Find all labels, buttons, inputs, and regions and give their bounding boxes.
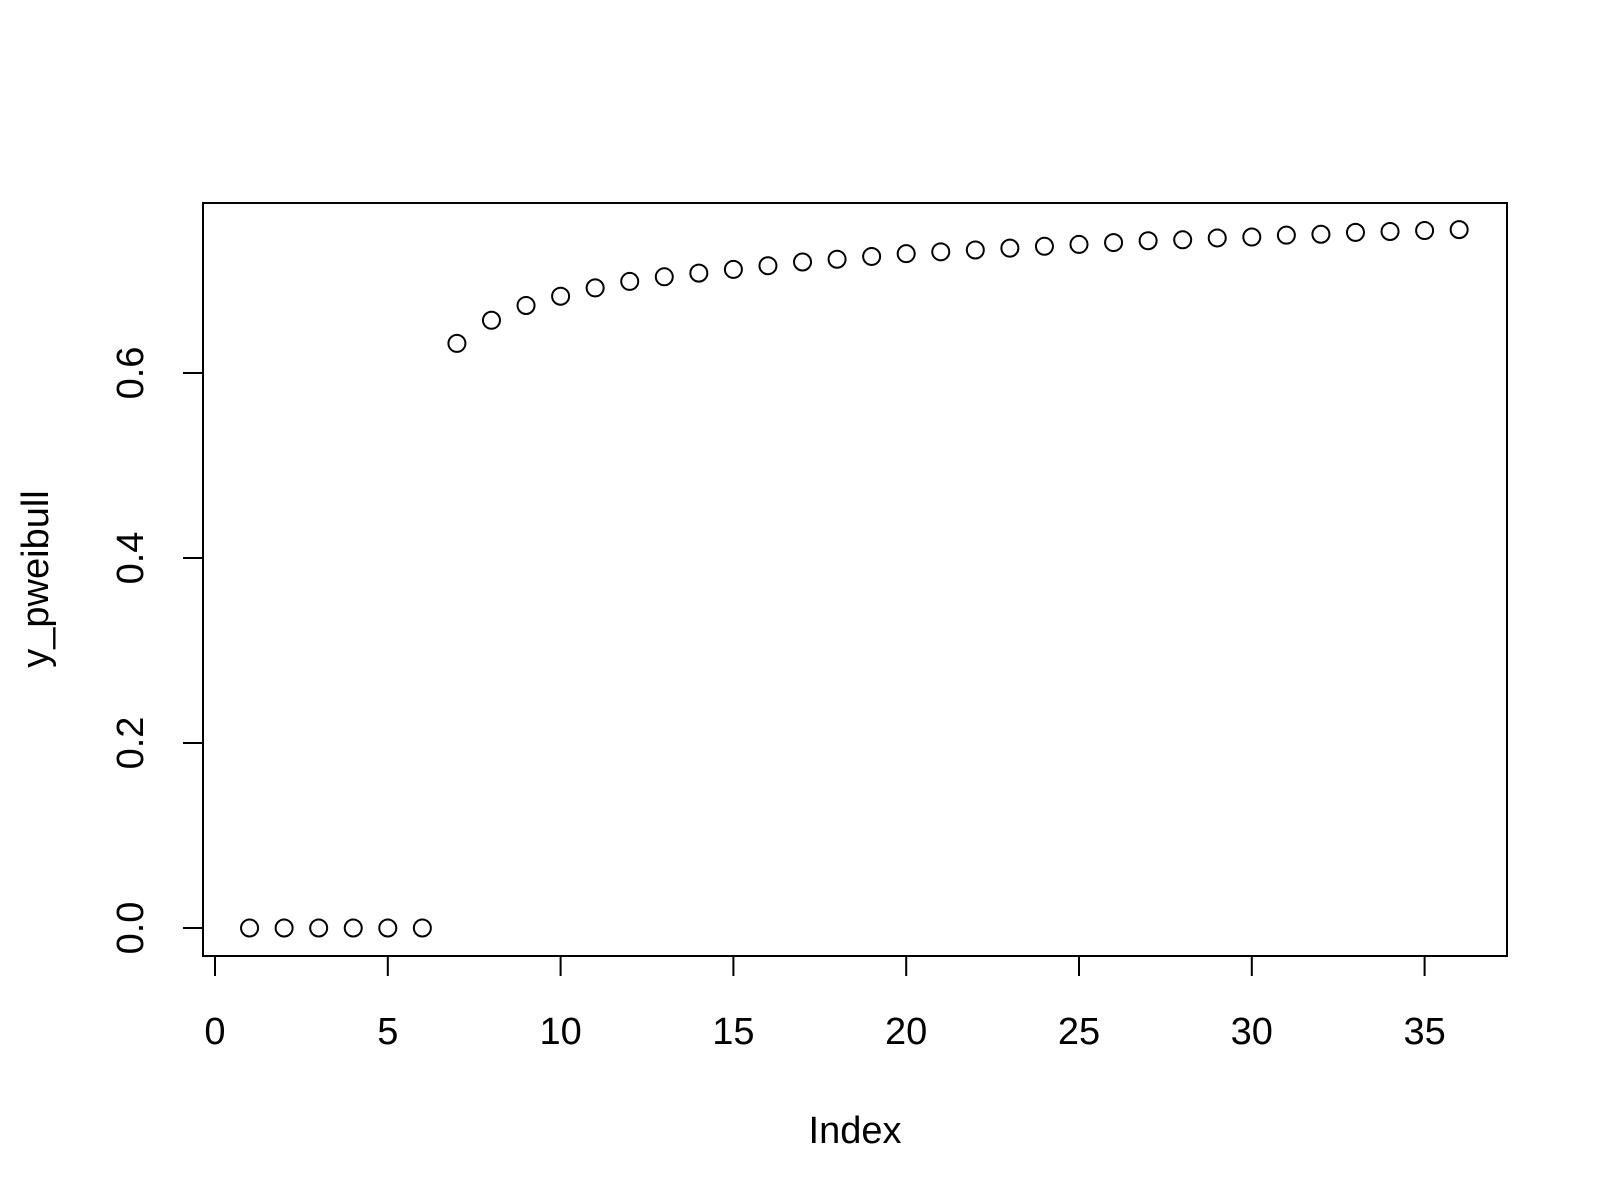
x-axis: 0 5 10 15 20 25 30 35	[204, 955, 1446, 1053]
data-point	[551, 286, 571, 306]
data-point	[1415, 221, 1435, 241]
data-point	[309, 918, 329, 938]
data-point	[1311, 224, 1331, 244]
x-tick-label: 35	[1403, 1011, 1445, 1053]
plot-frame	[202, 202, 1508, 957]
data-point	[1000, 238, 1020, 258]
data-point	[1104, 233, 1124, 253]
data-point	[447, 333, 467, 353]
data-point	[1069, 234, 1089, 254]
data-point	[689, 263, 709, 283]
x-axis-label: Index	[809, 1110, 902, 1152]
data-point	[1173, 230, 1193, 250]
y-tick-label: 0.2	[110, 717, 152, 770]
data-point	[965, 240, 985, 260]
data-point	[1207, 228, 1227, 248]
data-point	[1449, 220, 1469, 240]
x-tick-label: 15	[712, 1011, 754, 1053]
x-tick-label: 20	[885, 1011, 927, 1053]
x-tick-label: 10	[539, 1011, 581, 1053]
data-point	[585, 278, 605, 298]
data-point	[1138, 231, 1158, 251]
y-axis: 0.0 0.2 0.4 0.6	[110, 347, 204, 955]
data-point	[896, 244, 916, 264]
data-point	[862, 246, 882, 266]
y-tick-label: 0.0	[110, 902, 152, 955]
data-point	[378, 918, 398, 938]
data-point	[343, 918, 363, 938]
y-tick-label: 0.6	[110, 347, 152, 400]
data-point	[240, 918, 260, 938]
data-points	[240, 220, 1469, 938]
data-point	[793, 252, 813, 272]
data-point	[1034, 236, 1054, 256]
data-point	[827, 249, 847, 269]
data-point	[758, 256, 778, 276]
data-point	[1242, 227, 1262, 247]
data-point	[931, 242, 951, 262]
y-tick-label: 0.4	[110, 532, 152, 585]
data-point	[1380, 221, 1400, 241]
x-tick-label: 25	[1058, 1011, 1100, 1053]
data-point	[723, 259, 743, 279]
data-point	[1345, 222, 1365, 242]
x-tick-label: 5	[377, 1011, 398, 1053]
data-point	[620, 271, 640, 291]
x-tick-label: 0	[204, 1011, 225, 1053]
data-point	[481, 310, 501, 330]
x-tick-label: 30	[1231, 1011, 1273, 1053]
data-point	[654, 267, 674, 287]
data-point	[1276, 225, 1296, 245]
y-axis-label: y_pweibull	[15, 490, 57, 667]
data-point	[274, 918, 294, 938]
data-point	[412, 918, 432, 938]
data-point	[516, 295, 536, 315]
